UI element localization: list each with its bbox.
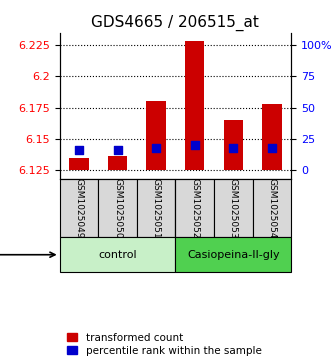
Bar — [224, 120, 243, 170]
Text: Casiopeina-II-gly: Casiopeina-II-gly — [187, 250, 280, 260]
Point — [154, 144, 159, 150]
Bar — [262, 104, 282, 170]
Text: agent: agent — [0, 248, 55, 261]
Title: GDS4665 / 206515_at: GDS4665 / 206515_at — [91, 15, 260, 31]
Text: GSM1025051: GSM1025051 — [152, 178, 161, 238]
FancyBboxPatch shape — [60, 179, 98, 237]
Point — [76, 147, 81, 153]
Text: GSM1025050: GSM1025050 — [113, 178, 122, 238]
Text: GSM1025053: GSM1025053 — [229, 178, 238, 238]
Text: GSM1025049: GSM1025049 — [74, 178, 83, 238]
Bar — [146, 101, 166, 170]
Bar — [108, 156, 127, 170]
Text: GSM1025052: GSM1025052 — [190, 178, 199, 238]
Point — [192, 142, 197, 148]
FancyBboxPatch shape — [253, 179, 291, 237]
Text: GSM1025054: GSM1025054 — [267, 178, 276, 238]
Bar — [69, 158, 88, 170]
Point — [269, 144, 275, 150]
Text: control: control — [98, 250, 137, 260]
FancyBboxPatch shape — [175, 179, 214, 237]
FancyBboxPatch shape — [175, 237, 291, 272]
FancyBboxPatch shape — [137, 179, 175, 237]
FancyBboxPatch shape — [214, 179, 253, 237]
FancyBboxPatch shape — [60, 237, 175, 272]
Bar — [185, 41, 204, 170]
FancyBboxPatch shape — [98, 179, 137, 237]
Point — [231, 144, 236, 150]
Legend: transformed count, percentile rank within the sample: transformed count, percentile rank withi… — [65, 330, 263, 358]
Point — [115, 147, 120, 153]
